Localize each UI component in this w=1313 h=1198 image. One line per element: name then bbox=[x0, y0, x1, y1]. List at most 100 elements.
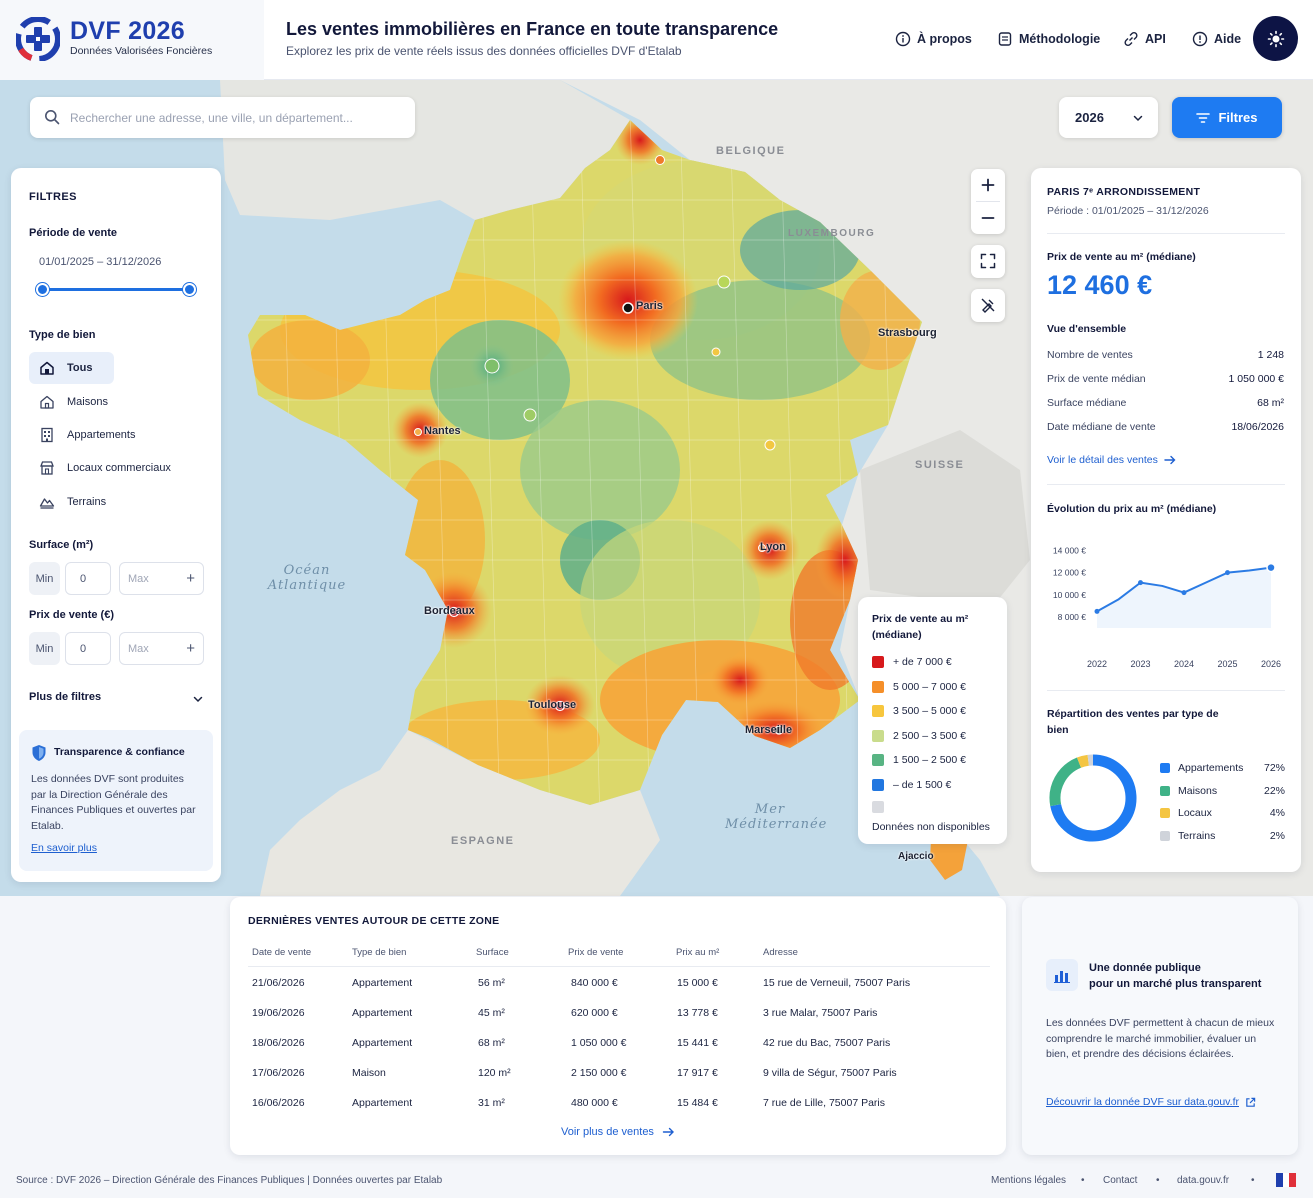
divider bbox=[1047, 233, 1285, 234]
price-min-input[interactable]: 0 bbox=[65, 632, 111, 665]
price-m2-value: 12 460 € bbox=[1047, 270, 1153, 300]
map-label-luxembourg: LUXEMBOURG bbox=[788, 228, 876, 239]
data-point[interactable] bbox=[1094, 608, 1100, 614]
period-slider-track bbox=[42, 288, 196, 291]
footer-link-datagouv[interactable]: data.gouv.fr bbox=[1177, 1175, 1230, 1186]
theme-toggle-button[interactable] bbox=[1253, 16, 1298, 61]
donut-slice-appartements[interactable] bbox=[1050, 754, 1137, 842]
plus-icon[interactable]: + bbox=[186, 640, 195, 657]
price-m2-label: Prix de vente au m² (médiane) bbox=[1047, 251, 1196, 263]
more-sales-label: Voir plus de ventes bbox=[560, 1126, 654, 1138]
legend-swatch bbox=[872, 680, 884, 693]
filters-panel: FILTRES Période de vente 01/01/2025 – 31… bbox=[11, 168, 221, 882]
table-cell: Maison bbox=[352, 1067, 386, 1079]
zoom-in-button[interactable] bbox=[971, 169, 1005, 201]
legend-item-label: 5 000 – 7 000 € bbox=[893, 680, 966, 693]
table-row[interactable]: 17/06/2026 Maison 120 m² 2 150 000 € 17 917 … bbox=[230, 1067, 1006, 1087]
y-tick-label: 10 000 € bbox=[1053, 590, 1086, 600]
recent-sales-panel: DERNIÈRES VENTES AUTOUR DE CETTE ZONE Da… bbox=[230, 897, 1006, 1155]
land-icon bbox=[39, 498, 55, 509]
legend-swatch bbox=[872, 656, 884, 668]
bar-chart-icon bbox=[1046, 959, 1078, 991]
footer-link-mentions[interactable]: Mentions légales bbox=[991, 1175, 1067, 1186]
search-input[interactable] bbox=[70, 97, 400, 138]
data-point[interactable] bbox=[1225, 570, 1230, 576]
table-row[interactable]: 16/06/2026 Appartement 31 m² 480 000 € 15 48… bbox=[230, 1097, 1006, 1117]
x-tick-label: 2026 bbox=[1261, 659, 1281, 669]
chevron-down-icon bbox=[1133, 115, 1143, 122]
document-icon bbox=[998, 32, 1012, 46]
type-label: Type de bien bbox=[29, 329, 96, 341]
map-label-bordeaux: Bordeaux bbox=[424, 605, 475, 617]
page-subtitle: Explorez les prix de vente réels issus d… bbox=[286, 44, 682, 58]
legend-item-label: 1 500 – 2 500 € bbox=[893, 754, 966, 766]
sales-detail-link[interactable]: Voir le détail des ventes bbox=[1047, 454, 1176, 466]
table-row[interactable]: 21/06/2026 Appartement 56 m² 840 000 € 15 00… bbox=[230, 977, 1006, 997]
minus-icon bbox=[981, 217, 995, 219]
footer-separator: • bbox=[1251, 1175, 1255, 1186]
surface-max-input[interactable]: Max + bbox=[119, 562, 204, 595]
toggle-layer-button[interactable] bbox=[971, 289, 1005, 322]
app-header: DVF 2026 Données Valorisées Foncières Le… bbox=[0, 0, 1313, 80]
evolution-label: Évolution du prix au m² (médiane) bbox=[1047, 503, 1217, 515]
link-icon bbox=[1124, 31, 1138, 47]
footer-link-contact[interactable]: Contact bbox=[1103, 1175, 1138, 1186]
type-option-terrains[interactable]: Terrains bbox=[29, 486, 114, 518]
table-row[interactable]: 19/06/2026 Appartement 45 m² 620 000 € 13 77… bbox=[230, 1007, 1006, 1027]
legend-swatch bbox=[1160, 830, 1170, 841]
nav-methodology[interactable]: Méthodologie bbox=[997, 31, 1100, 47]
table-cell: 17/06/2026 bbox=[252, 1067, 305, 1079]
plus-icon bbox=[981, 178, 995, 192]
line-area bbox=[1097, 567, 1271, 628]
stat-label: Surface médiane bbox=[1047, 397, 1127, 409]
table-row[interactable]: 18/06/2026 Appartement 68 m² 1 050 000 € 15 … bbox=[230, 1037, 1006, 1057]
recent-sales-title: DERNIÈRES VENTES AUTOUR DE CETTE ZONE bbox=[248, 915, 500, 927]
zoom-out-button[interactable] bbox=[971, 202, 1005, 234]
data-point[interactable] bbox=[1138, 580, 1143, 586]
donut-legend-item: Appartements 72% bbox=[1160, 762, 1285, 774]
data-point[interactable] bbox=[1181, 590, 1187, 596]
type-option-label: Tous bbox=[67, 362, 93, 374]
period-slider-start-handle[interactable] bbox=[36, 283, 49, 296]
shield-icon bbox=[32, 745, 46, 761]
table-cell: 9 villa de Ségur, 75007 Paris bbox=[763, 1067, 897, 1079]
data-gouv-link[interactable]: Découvrir la donnée DVF sur data.gouv.fr bbox=[1046, 1096, 1256, 1108]
nav-api[interactable]: API bbox=[1123, 31, 1166, 47]
stat-value: 18/06/2026 bbox=[1231, 421, 1284, 433]
brand[interactable]: DVF 2026 Données Valorisées Foncières bbox=[0, 0, 264, 80]
more-sales-link[interactable]: Voir plus de ventes bbox=[230, 1126, 1006, 1138]
price-max-input[interactable]: Max + bbox=[119, 632, 204, 665]
nav-help-label: Aide bbox=[1214, 32, 1242, 46]
public-card-title: Une donnée publique pour un marché plus … bbox=[1089, 960, 1279, 992]
alps-relief bbox=[860, 430, 1030, 610]
surface-min-input[interactable]: 0 bbox=[65, 562, 111, 595]
data-point[interactable] bbox=[1266, 562, 1276, 573]
table-cell: 18/06/2026 bbox=[252, 1037, 305, 1049]
filters-button[interactable]: Filtres bbox=[1172, 97, 1282, 138]
divider bbox=[1047, 690, 1285, 691]
table-header-cell: Date de vente bbox=[252, 947, 312, 958]
type-option-maisons[interactable]: Maisons bbox=[29, 386, 114, 418]
price-max-placeholder: Max bbox=[128, 642, 149, 655]
price-evolution-chart[interactable]: 14 000 € 12 000 € 10 000 € 8 000 € 2022 2023 2… bbox=[1031, 528, 1301, 678]
type-option-tous[interactable]: Tous bbox=[29, 352, 114, 384]
donut-slice-maisons[interactable] bbox=[1049, 757, 1082, 807]
period-slider[interactable] bbox=[36, 283, 196, 297]
learn-more-link[interactable]: En savoir plus bbox=[31, 842, 97, 854]
table-cell: 3 rue Malar, 75007 Paris bbox=[763, 1007, 878, 1019]
fullscreen-button[interactable] bbox=[971, 245, 1005, 278]
map-label-mer-mediterranee: Mer Méditerranée bbox=[725, 802, 828, 832]
type-option-locaux[interactable]: Locaux commerciaux bbox=[29, 452, 189, 484]
type-option-appartements[interactable]: Appartements bbox=[29, 419, 159, 451]
more-filters-toggle[interactable]: Plus de filtres bbox=[29, 691, 204, 703]
year-select[interactable]: 2026 bbox=[1059, 97, 1158, 138]
nav-help[interactable]: Aide bbox=[1192, 31, 1241, 47]
plus-icon[interactable]: + bbox=[186, 570, 195, 587]
period-slider-end-handle[interactable] bbox=[183, 283, 196, 296]
legend-swatch-na bbox=[872, 801, 884, 813]
donut-slice-locaux[interactable] bbox=[1076, 754, 1090, 768]
legend-item: 2 500 – 3 500 € bbox=[872, 729, 966, 742]
nav-about[interactable]: À propos bbox=[895, 31, 972, 47]
type-split-donut[interactable] bbox=[1047, 752, 1139, 844]
search-box[interactable] bbox=[30, 97, 415, 138]
